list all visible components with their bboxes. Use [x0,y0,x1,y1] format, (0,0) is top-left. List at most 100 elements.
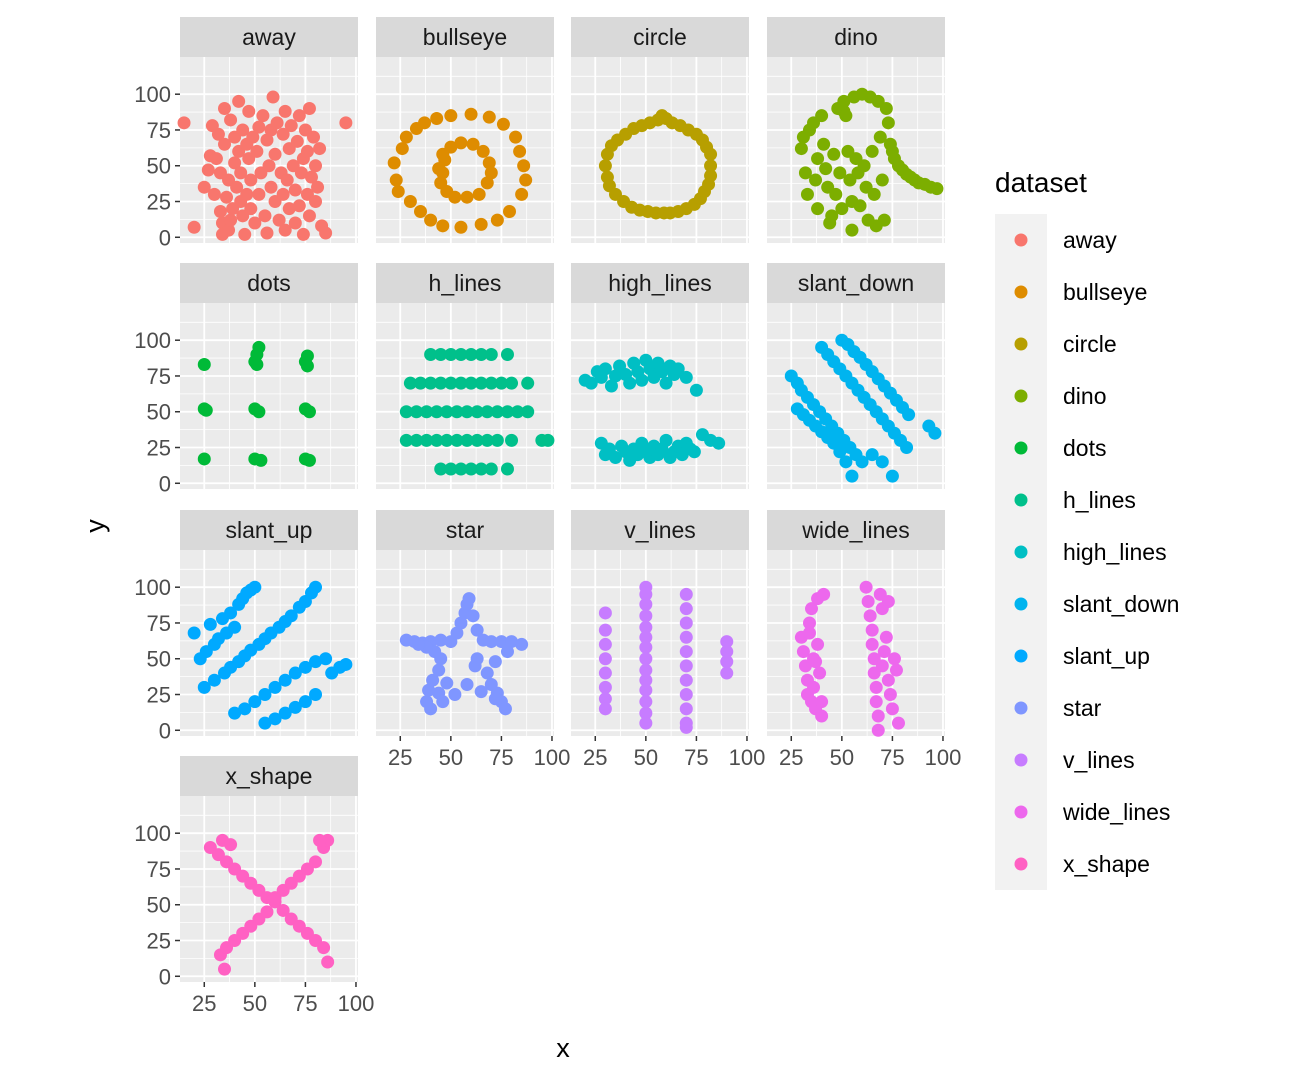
point-dots [252,405,266,419]
point-away [262,159,276,173]
point-wide_lines [813,666,827,680]
strip-dots [180,263,358,303]
point-slant_up [319,652,333,666]
point-v_lines [679,720,693,734]
point-v_lines [720,645,734,659]
point-away [290,134,304,148]
point-v_lines [598,623,612,637]
strip-label-dots: dots [247,270,290,296]
point-bullseye [513,144,527,158]
point-v_lines [639,695,653,709]
point-star [440,676,454,690]
y-tick-label: 50 [147,400,171,425]
point-circle [704,169,718,183]
point-x_shape [309,855,323,869]
panel-x_shape: x_shape 0 25 50 75 100 25 50 75 100 [134,756,374,1016]
point-dino [815,109,829,123]
point-away [264,180,278,194]
point-wide_lines [881,595,895,609]
point-star [420,695,434,709]
point-away [292,109,306,123]
panel-slant_up: slant_up 0 25 50 75 100 [134,510,358,743]
point-dots [199,403,213,417]
point-away [177,116,191,130]
point-star [432,686,446,700]
point-slant_down [900,441,914,455]
point-slant_up [248,580,262,594]
point-dino [853,199,867,213]
point-away [270,116,284,130]
point-h_lines [454,462,468,476]
strip-label-bullseye: bullseye [423,24,507,50]
point-bullseye [509,130,523,144]
point-v_lines [639,609,653,623]
point-slant_up [228,620,242,634]
point-bullseye [436,219,450,233]
y-tick-label: 100 [134,328,171,353]
point-h_lines [474,462,488,476]
strip-slant_down [767,263,945,303]
point-h_lines [430,405,444,419]
strip-dino [767,17,945,57]
point-dots [250,358,264,372]
point-slant_down [833,445,847,459]
legend-label-wide_lines: wide_lines [1062,799,1170,825]
point-v_lines [639,620,653,634]
panel-high_lines: high_lines [571,263,749,489]
point-away [304,170,318,184]
point-h_lines [454,376,468,390]
legend-label-dots: dots [1063,435,1106,461]
point-v_lines [679,602,693,616]
legend-label-v_lines: v_lines [1063,747,1135,773]
x-tick-label: 50 [439,745,463,770]
x-tick-label: 50 [634,745,658,770]
point-bullseye [466,137,480,151]
point-slant_up [339,657,353,671]
point-away [258,209,272,223]
point-h_lines [500,348,514,362]
y-tick-label: 25 [147,190,171,215]
point-wide_lines [871,709,885,723]
point-dots [252,340,266,354]
point-slant_down [875,455,889,469]
point-bullseye [519,173,533,187]
legend-key-x_shape [1014,857,1028,871]
point-wide_lines [815,695,829,709]
point-bullseye [399,130,413,144]
point-v_lines [679,702,693,716]
point-h_lines [521,405,535,419]
point-x_shape [313,833,327,847]
y-tick-label: 25 [147,436,171,461]
panel-background-high_lines [571,303,749,489]
point-h_lines [454,348,468,362]
point-bullseye [444,109,458,123]
point-wide_lines [883,688,897,702]
point-v_lines [639,663,653,677]
x-tick-label: 75 [293,991,317,1016]
point-away [278,104,292,118]
strip-x_shape [180,756,358,796]
x-tick-label: 100 [338,991,375,1016]
point-h_lines [420,433,434,447]
point-slant_up [309,655,323,669]
point-bullseye [444,140,458,154]
point-star [450,626,464,640]
point-star [488,655,502,669]
point-dino [829,187,843,201]
point-dino [837,94,851,108]
point-dino [877,213,891,227]
x-tick-label: 50 [243,991,267,1016]
point-bullseye [438,153,452,167]
point-star [462,592,476,606]
point-h_lines [414,376,427,390]
y-tick-label: 75 [147,857,171,882]
point-star [422,683,436,697]
point-v_lines [639,683,653,697]
point-x_shape [260,905,274,919]
point-slant_down [845,469,859,483]
legend-label-x_shape: x_shape [1063,851,1150,877]
point-bullseye [476,144,490,158]
point-dino [800,187,814,201]
point-high_lines [598,362,612,376]
point-h_lines [474,348,488,362]
